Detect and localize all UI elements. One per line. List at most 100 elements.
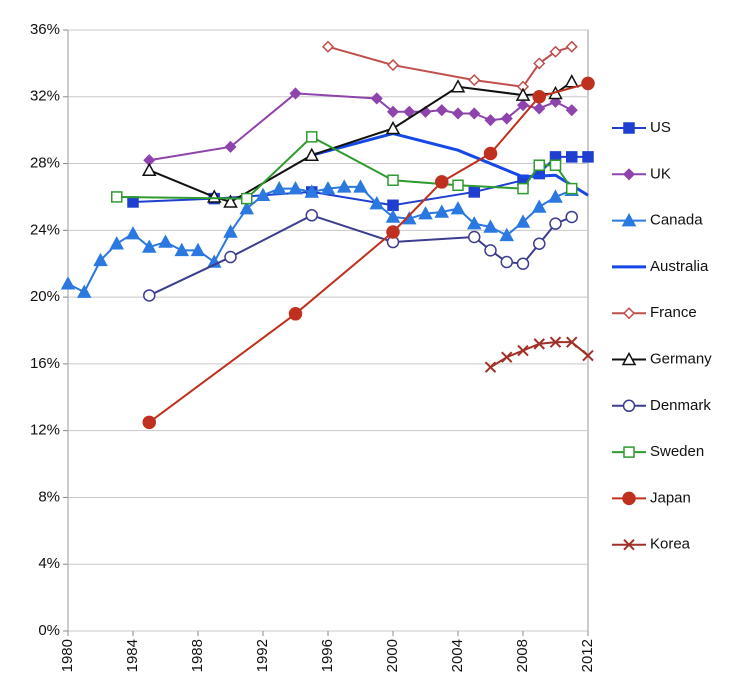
legend-label: Sweden xyxy=(650,443,704,460)
legend-label: Denmark xyxy=(650,397,711,414)
data-point xyxy=(306,131,318,143)
legend-label: Korea xyxy=(650,536,691,553)
data-point xyxy=(387,174,399,186)
data-point xyxy=(142,415,156,430)
data-point xyxy=(500,255,513,269)
data-point xyxy=(321,40,335,53)
legend-marker xyxy=(621,351,637,366)
data-point xyxy=(174,242,190,257)
data-point xyxy=(533,237,546,250)
data-point xyxy=(516,257,530,270)
x-tick-label: 1984 xyxy=(124,639,141,672)
data-point xyxy=(304,147,320,161)
data-point xyxy=(549,159,562,171)
data-point xyxy=(468,107,481,120)
data-point xyxy=(468,230,481,244)
y-tick-label: 8% xyxy=(38,488,60,505)
data-point xyxy=(125,226,141,240)
data-point xyxy=(515,87,531,101)
data-point xyxy=(223,224,238,238)
data-point xyxy=(143,289,156,302)
data-point xyxy=(255,187,271,202)
legend-marker xyxy=(621,213,637,227)
data-point xyxy=(190,242,206,257)
legend-marker xyxy=(623,122,635,134)
data-point xyxy=(386,58,400,72)
data-point xyxy=(533,57,546,70)
data-point xyxy=(304,184,320,198)
data-point xyxy=(500,112,513,125)
data-point xyxy=(548,189,563,203)
data-point xyxy=(109,236,125,250)
data-point xyxy=(241,192,253,205)
data-point xyxy=(435,175,449,189)
legend-label: Japan xyxy=(650,489,691,506)
data-point xyxy=(533,159,545,171)
series-line xyxy=(311,131,589,197)
data-point xyxy=(483,219,498,233)
data-point xyxy=(141,162,157,176)
data-point xyxy=(531,199,547,213)
legend-marker xyxy=(623,538,635,551)
data-point xyxy=(532,90,546,104)
data-point xyxy=(517,344,529,357)
data-point xyxy=(127,196,139,208)
data-point xyxy=(468,186,480,198)
data-point xyxy=(403,105,416,118)
y-tick-label: 16% xyxy=(30,355,60,372)
data-point xyxy=(468,74,481,87)
data-point xyxy=(385,120,401,135)
data-point xyxy=(418,206,433,220)
x-tick-label: 2000 xyxy=(384,639,401,672)
legend-label: Australia xyxy=(650,258,709,275)
data-point xyxy=(549,336,562,348)
data-point xyxy=(581,76,595,91)
data-point xyxy=(549,45,562,58)
data-point xyxy=(369,196,385,210)
data-point xyxy=(271,181,287,195)
data-point xyxy=(566,336,578,348)
data-point xyxy=(93,252,108,267)
data-point xyxy=(158,234,173,248)
data-point xyxy=(549,95,562,108)
data-point xyxy=(223,194,238,208)
data-point xyxy=(450,79,466,93)
data-point xyxy=(516,99,530,112)
x-tick-label: 2008 xyxy=(514,639,531,672)
x-tick-label: 1992 xyxy=(254,639,271,672)
data-point xyxy=(564,74,580,88)
data-point xyxy=(451,107,465,120)
data-point xyxy=(386,225,400,239)
y-tick-label: 4% xyxy=(38,555,60,572)
data-point xyxy=(305,209,318,222)
data-point xyxy=(76,284,92,298)
data-point xyxy=(111,191,123,203)
data-point xyxy=(566,182,578,195)
legend-label: UK xyxy=(650,165,671,182)
data-point xyxy=(288,181,303,195)
data-point xyxy=(582,151,594,163)
legend-label: Canada xyxy=(650,212,703,229)
data-point xyxy=(141,239,157,253)
data-point xyxy=(60,276,76,290)
legend-marker xyxy=(623,446,635,458)
data-point xyxy=(483,146,498,161)
data-point xyxy=(565,104,578,117)
data-point xyxy=(515,214,531,228)
data-point xyxy=(484,244,497,257)
data-point xyxy=(386,105,400,118)
legend-marker xyxy=(622,168,636,181)
data-point xyxy=(484,361,497,373)
data-point xyxy=(434,204,450,218)
x-tick-label: 1996 xyxy=(319,639,336,672)
data-point xyxy=(582,349,594,362)
data-point xyxy=(239,201,255,215)
data-point xyxy=(288,307,303,321)
data-point xyxy=(549,217,562,230)
data-point xyxy=(466,216,482,230)
data-point xyxy=(533,102,546,115)
y-tick-label: 0% xyxy=(38,622,60,639)
y-tick-label: 32% xyxy=(30,88,60,105)
data-point xyxy=(224,250,237,264)
